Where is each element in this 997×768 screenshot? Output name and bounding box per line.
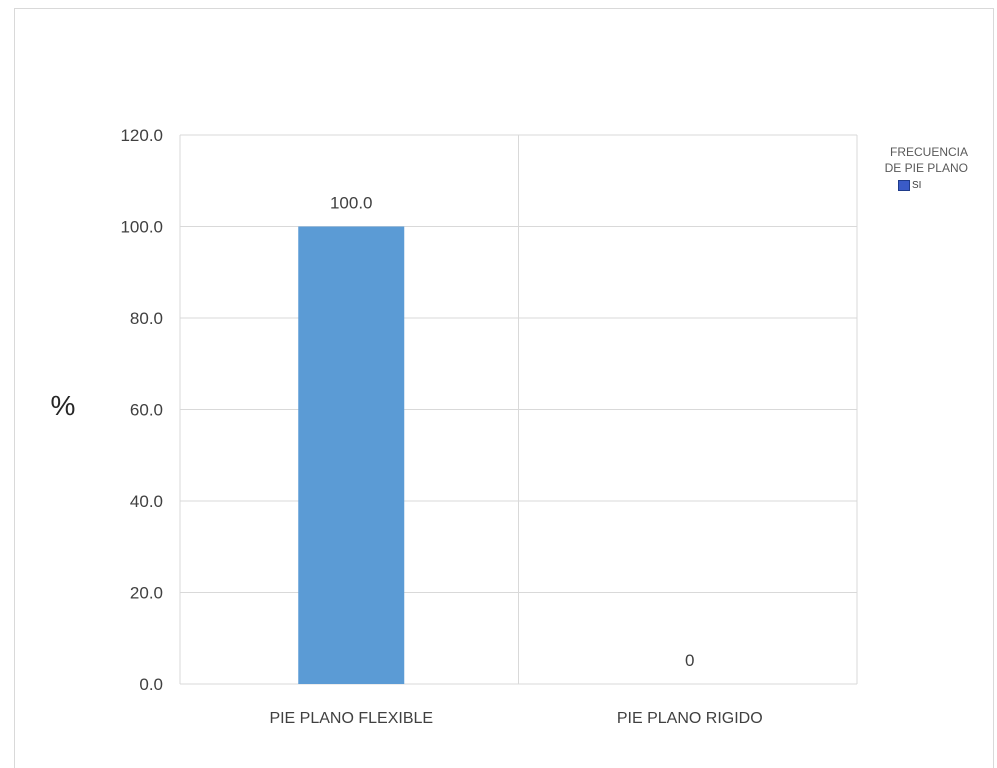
data-label: 0 xyxy=(685,651,694,670)
y-tick-label: 0.0 xyxy=(139,675,163,694)
data-label: 100.0 xyxy=(330,194,373,213)
bars xyxy=(298,226,405,684)
legend-swatch xyxy=(898,180,910,191)
data-labels: 100.00 xyxy=(330,194,695,671)
legend-label: SI xyxy=(912,180,922,191)
legend: FRECUENCIA DE PIE PLANO SI xyxy=(872,144,968,191)
legend-entry-si: SI xyxy=(898,180,968,191)
x-category-label: PIE PLANO FLEXIBLE xyxy=(269,710,433,727)
y-tick-label: 20.0 xyxy=(130,584,163,603)
x-category-label: PIE PLANO RIGIDO xyxy=(617,710,763,727)
chart-frame xyxy=(14,8,994,768)
y-axis-ticks: 0.0 20.0 40.0 60.0 80.0 100.0 120.0 xyxy=(120,126,163,694)
gridlines xyxy=(179,134,858,685)
y-tick-label: 60.0 xyxy=(130,401,163,420)
bar xyxy=(298,226,405,684)
y-tick-label: 100.0 xyxy=(120,218,163,237)
legend-title: FRECUENCIA DE PIE PLANO xyxy=(884,145,968,175)
y-tick-label: 80.0 xyxy=(130,309,163,328)
y-tick-label: 120.0 xyxy=(120,126,163,145)
x-axis-categories: PIE PLANO FLEXIBLE PIE PLANO RIGIDO xyxy=(269,710,762,727)
y-axis-label: % xyxy=(51,390,76,421)
y-tick-label: 40.0 xyxy=(130,492,163,511)
